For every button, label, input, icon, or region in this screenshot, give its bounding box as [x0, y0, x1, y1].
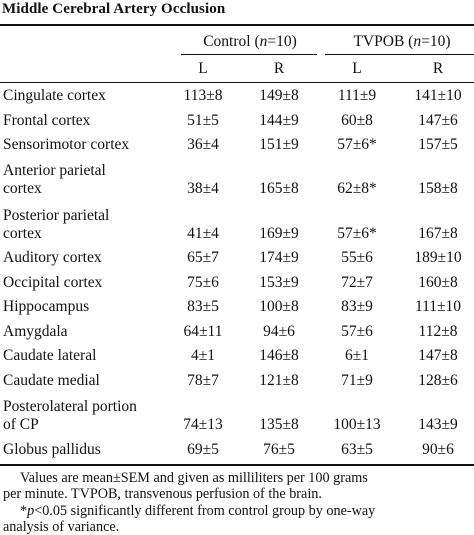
table-cell: 94±6: [263, 323, 295, 340]
table-cell: 60±8: [341, 112, 373, 129]
row-label: Frontal cortex: [3, 112, 91, 129]
table-cell: 153±9: [259, 274, 299, 291]
footnote-3: *p<0.05 significantly different from con…: [20, 503, 376, 519]
table-cell: 51±5: [187, 112, 219, 129]
row-label: Hippocampus: [3, 298, 90, 315]
row-label: Globus pallidus: [3, 441, 101, 458]
table-cell: 55±6: [341, 249, 373, 266]
table-cell: 144±9: [259, 112, 299, 129]
row-label: of CP: [3, 416, 39, 433]
table-cell: 165±8: [259, 180, 299, 197]
table-cell: 146±8: [259, 347, 299, 364]
table-cell: 65±7: [187, 249, 219, 266]
side-header: R: [273, 60, 285, 77]
row-label: Occipital cortex: [3, 274, 103, 291]
table-cell: 90±6: [422, 441, 454, 458]
footnote-1: Values are mean±SEM and given as millili…: [20, 470, 368, 486]
table-cell: 4±1: [190, 347, 215, 364]
table-cell: 76±5: [263, 441, 295, 458]
table-cell: 100±8: [259, 298, 299, 315]
side-header: L: [198, 60, 208, 77]
table-cell: 83±5: [187, 298, 219, 315]
table-cell: 75±6: [187, 274, 219, 291]
row-label: Amygdala: [3, 323, 68, 340]
row-label: Auditory cortex: [3, 249, 102, 266]
table-cell: 71±9: [341, 372, 373, 389]
table-cell: 112±8: [418, 323, 458, 340]
table-cell: 121±8: [259, 372, 299, 389]
table-cell: 57±6*: [337, 225, 377, 242]
table-cell: 111±9: [337, 87, 377, 104]
top-rule: [0, 24, 474, 26]
table-cell: 100±13: [333, 416, 381, 433]
table-cell: 6±1: [344, 347, 369, 364]
row-label: Caudate medial: [3, 372, 100, 389]
table-cell: 74±13: [183, 416, 223, 433]
side-header: R: [432, 60, 444, 77]
bottom-rule: [0, 464, 474, 466]
table-cell: 36±4: [187, 136, 219, 153]
table-cell: 189±10: [414, 249, 462, 266]
table-cell: 169±9: [259, 225, 299, 242]
group-header-tvpob: TVPOB (n=10): [353, 33, 451, 50]
group-underline-tvpob: [325, 54, 474, 55]
row-label: cortex: [3, 225, 42, 242]
table-cell: 62±8*: [337, 180, 377, 197]
row-label: Sensorimotor cortex: [3, 136, 130, 153]
table-cell: 38±4: [187, 180, 219, 197]
table-cell: 147±8: [418, 347, 458, 364]
table-cell: 174±9: [259, 249, 299, 266]
table-cell: 128±6: [418, 372, 458, 389]
row-label: Posterolateral portion: [3, 398, 137, 415]
table-title: Middle Cerebral Artery Occlusion: [2, 1, 226, 17]
side-header: L: [352, 60, 362, 77]
table-cell: 78±7: [187, 372, 219, 389]
table-cell: 157±5: [418, 136, 458, 153]
table-cell: 158±8: [418, 180, 458, 197]
table-cell: 149±8: [259, 87, 299, 104]
table-cell: 69±5: [187, 441, 219, 458]
table-cell: 160±8: [418, 274, 458, 291]
table-cell: 57±6*: [337, 136, 377, 153]
footnote-4: analysis of variance.: [3, 519, 120, 535]
table-cell: 72±7: [341, 274, 373, 291]
row-label: Cingulate cortex: [3, 87, 106, 104]
table-cell: 41±4: [187, 225, 219, 242]
table-cell: 63±5: [341, 441, 373, 458]
table-cell: 83±9: [341, 298, 373, 315]
table-cell: 147±6: [418, 112, 458, 129]
table-cell: 143±9: [418, 416, 458, 433]
table-cell: 111±10: [414, 298, 462, 315]
table-cell: 141±10: [414, 87, 462, 104]
table-cell: 151±9: [259, 136, 299, 153]
table-cell: 135±8: [259, 416, 299, 433]
group-header-control: Control (n=10): [203, 33, 297, 50]
row-label: Posterior parietal: [3, 207, 110, 224]
table-cell: 57±6: [341, 323, 373, 340]
row-label: Caudate lateral: [3, 347, 97, 364]
row-label: cortex: [3, 180, 42, 197]
table-cell: 113±8: [183, 87, 223, 104]
table-cell: 64±11: [183, 323, 223, 340]
table-cell: 167±8: [418, 225, 458, 242]
footnote-2: per minute. TVPOB, transvenous perfusion…: [3, 486, 322, 502]
group-underline-control: [181, 54, 317, 55]
row-label: Anterior parietal: [3, 162, 106, 179]
header-rule: [0, 82, 474, 83]
